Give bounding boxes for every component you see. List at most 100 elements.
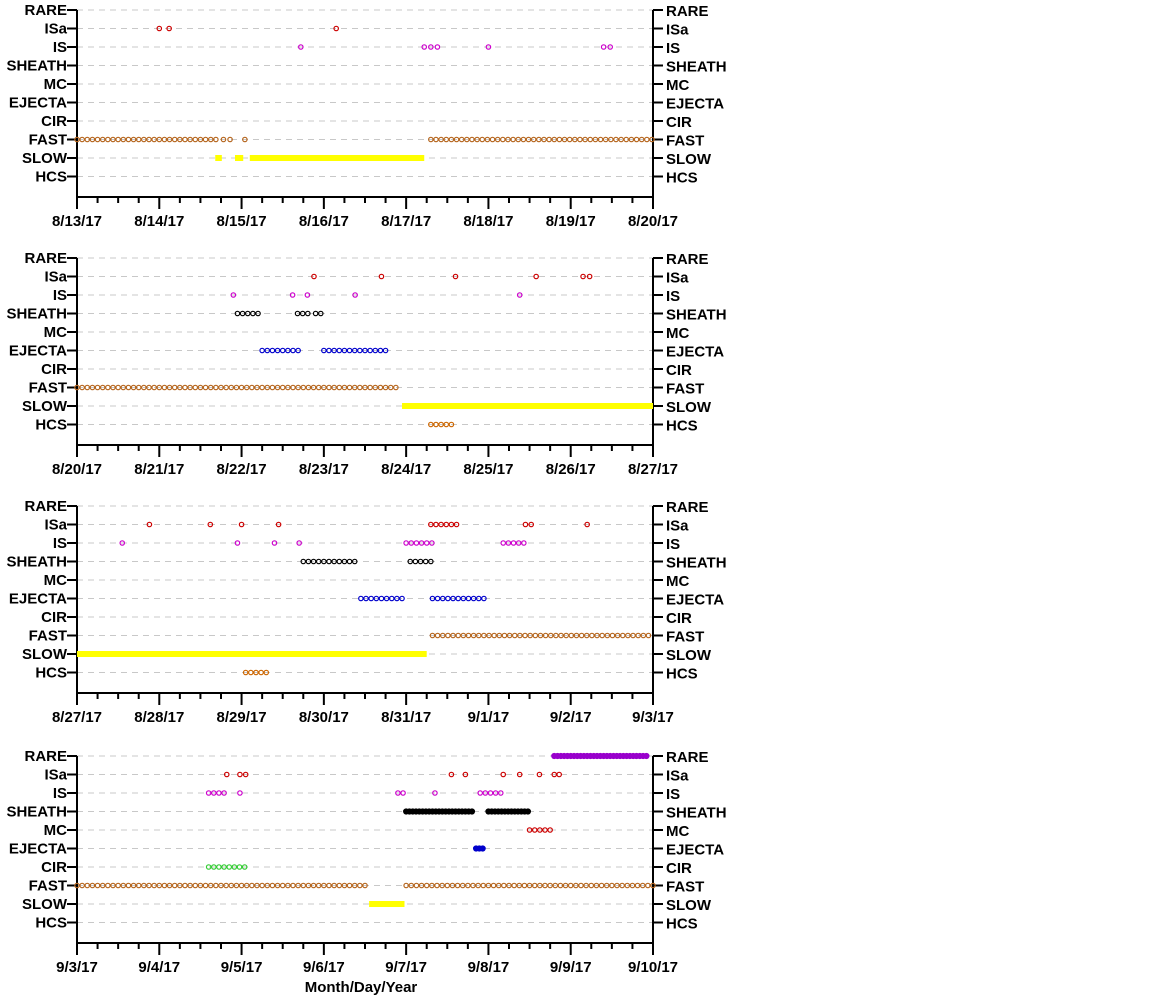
marker-fast: [460, 632, 467, 639]
marker-fast: [84, 882, 91, 889]
marker-fast: [387, 384, 394, 391]
marker-sheath: [299, 310, 306, 317]
marker-sheath: [468, 808, 476, 815]
marker-sheath: [317, 310, 324, 317]
marker-fast: [243, 882, 250, 889]
marker-cir: [205, 864, 212, 870]
marker-ejecta: [346, 347, 353, 354]
marker-fast: [249, 882, 255, 889]
marker-ejecta: [450, 595, 456, 602]
y-label-left: CIR: [41, 113, 67, 130]
marker-isa: [536, 771, 543, 778]
marker-hcs: [263, 669, 270, 676]
y-label-left: SLOW: [22, 150, 68, 167]
marker-fast: [192, 136, 199, 143]
marker-sheath: [412, 558, 419, 565]
marker-is: [510, 540, 517, 546]
x-tick-label: 8/27/17: [628, 461, 678, 478]
marker-fast: [156, 136, 163, 143]
marker-fast: [459, 882, 466, 889]
marker-fast: [202, 882, 209, 889]
x-tick-label: 9/4/17: [138, 959, 180, 976]
marker-fast: [146, 384, 152, 391]
marker-isa: [453, 521, 460, 528]
marker-isa: [242, 771, 249, 778]
marker-fast: [259, 882, 265, 889]
marker-fast: [496, 632, 503, 639]
marker-hcs: [433, 421, 439, 428]
marker-fast: [428, 136, 434, 143]
marker-is: [403, 540, 409, 546]
x-tick-label: 8/15/17: [217, 213, 267, 230]
marker-sheath: [417, 558, 424, 565]
marker-isa: [586, 273, 593, 280]
marker-fast: [99, 136, 106, 143]
marker-fast: [566, 136, 573, 143]
marker-mc: [526, 827, 533, 833]
marker-ejecta: [378, 595, 385, 602]
data-marks: [74, 25, 655, 161]
marker-ejecta: [465, 595, 472, 602]
marker-sheath: [422, 558, 429, 565]
marker-isa: [522, 521, 529, 528]
x-tick-label: 8/31/17: [381, 709, 431, 726]
marker-fast: [587, 136, 594, 143]
marker-fast: [495, 882, 502, 889]
marker-hcs: [248, 669, 254, 676]
marker-fast: [458, 136, 465, 143]
marker-fast: [568, 632, 575, 639]
marker-fast: [269, 384, 276, 391]
marker-fast: [197, 882, 204, 889]
y-label-right: HCS: [666, 418, 698, 435]
marker-is: [230, 292, 237, 298]
marker-fast: [588, 882, 595, 889]
x-tick-label: 9/7/17: [385, 959, 427, 976]
marker-is: [304, 292, 311, 298]
marker-fast: [84, 384, 91, 391]
marker-isa: [533, 273, 539, 280]
marker-fast: [238, 882, 245, 889]
marker-fast: [300, 882, 307, 889]
marker-fast: [491, 632, 497, 639]
marker-fast: [125, 136, 132, 143]
marker-mc: [547, 827, 553, 833]
marker-sheath: [234, 310, 241, 317]
marker-fast: [218, 882, 224, 889]
marker-fast: [602, 136, 609, 143]
marker-fast: [624, 882, 631, 889]
marker-fast: [233, 882, 240, 889]
marker-isa: [207, 521, 214, 528]
marker-ejecta: [445, 595, 451, 602]
y-label-right: SHEATH: [666, 59, 727, 76]
x-tick-label: 9/9/17: [550, 959, 592, 976]
data-marks: [77, 521, 652, 676]
marker-is: [429, 540, 435, 546]
y-label-right: CIR: [666, 362, 692, 379]
marker-fast: [94, 882, 101, 889]
y-label-left: HCS: [35, 665, 67, 682]
marker-isa: [528, 521, 535, 528]
marker-fast: [187, 136, 193, 143]
marker-fast: [177, 136, 183, 143]
y-label-right: IS: [666, 40, 680, 57]
marker-fast: [79, 882, 85, 889]
marker-fast: [583, 632, 590, 639]
marker-isa: [556, 771, 562, 778]
marker-fast: [146, 136, 152, 143]
marker-fast: [572, 136, 578, 143]
marker-fast: [633, 136, 640, 143]
marker-fast: [135, 384, 142, 391]
marker-ejecta: [479, 845, 486, 852]
marker-is: [500, 540, 507, 546]
marker-fast: [644, 136, 650, 143]
y-label-left: ISa: [44, 269, 67, 286]
marker-fast: [614, 882, 620, 889]
marker-fast: [536, 136, 542, 143]
y-label-right: RARE: [666, 251, 709, 268]
marker-fast: [227, 136, 233, 143]
marker-fast: [598, 882, 605, 889]
y-label-left: EJECTA: [9, 841, 67, 858]
marker-fast: [346, 882, 353, 889]
marker-fast: [357, 384, 363, 391]
